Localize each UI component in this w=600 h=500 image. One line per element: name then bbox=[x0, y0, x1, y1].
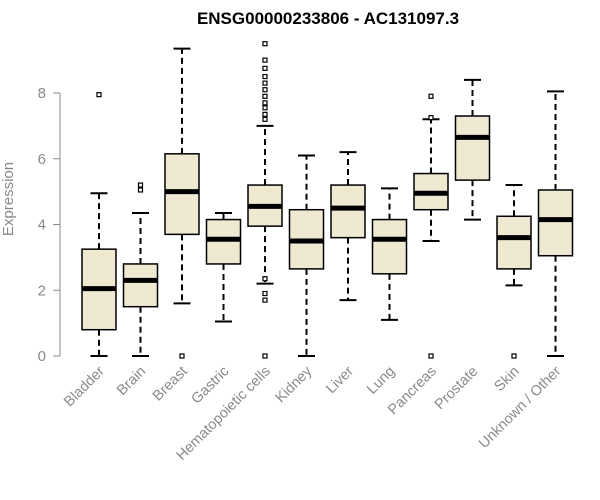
box-kidney bbox=[288, 154, 325, 357]
box-liver bbox=[330, 151, 366, 302]
y-tick-label: 8 bbox=[38, 85, 46, 102]
category-label: Kidney bbox=[273, 363, 316, 406]
outlier-point bbox=[262, 116, 268, 122]
box-gastric bbox=[205, 211, 242, 323]
outlier-point bbox=[511, 353, 517, 359]
outlier-point bbox=[262, 290, 268, 297]
outlier-point bbox=[262, 297, 268, 303]
outlier-point bbox=[262, 276, 268, 282]
box-breast bbox=[164, 47, 200, 359]
outlier-point bbox=[262, 105, 268, 111]
category-label: Skin bbox=[492, 364, 523, 395]
category-label: Liver bbox=[323, 363, 357, 397]
chart-title: ENSG00000233806 - AC131097.3 bbox=[197, 9, 459, 28]
outlier-point bbox=[262, 87, 268, 93]
outlier-point bbox=[262, 41, 268, 47]
box-unknown-other bbox=[537, 90, 574, 357]
outlier-point bbox=[262, 80, 268, 86]
category-label: Prostate bbox=[432, 364, 481, 413]
outlier-point bbox=[137, 187, 144, 193]
outlier-point bbox=[137, 182, 144, 188]
box-brain bbox=[122, 182, 159, 357]
iqr-box bbox=[122, 263, 159, 308]
iqr-box bbox=[496, 215, 532, 270]
y-axis: 0 2 4 6 8 bbox=[38, 85, 61, 365]
box-lung bbox=[371, 187, 408, 321]
box-skin bbox=[496, 184, 532, 359]
y-tick-label: 2 bbox=[38, 282, 46, 299]
y-tick-label: 4 bbox=[38, 217, 46, 234]
category-label: Breast bbox=[150, 364, 191, 405]
iqr-box bbox=[454, 115, 491, 181]
outlier-point bbox=[428, 93, 434, 99]
y-tick-label: 0 bbox=[38, 348, 46, 365]
category-label: Lung bbox=[364, 364, 398, 398]
iqr-box bbox=[537, 189, 574, 257]
y-axis-label: Expression bbox=[0, 162, 17, 236]
outlier-point bbox=[262, 57, 268, 63]
outlier-point bbox=[428, 115, 434, 121]
outlier-point bbox=[262, 111, 268, 117]
boxes bbox=[81, 41, 574, 359]
iqr-box bbox=[371, 218, 408, 275]
box-prostate bbox=[454, 78, 491, 221]
category-label: Bladder bbox=[61, 363, 108, 410]
box-hematopoietic-cells bbox=[247, 41, 283, 359]
outlier-point bbox=[428, 353, 434, 359]
box-pancreas bbox=[413, 93, 449, 359]
outlier-point bbox=[179, 353, 185, 359]
box-bladder bbox=[81, 92, 117, 357]
outlier-point bbox=[262, 353, 268, 359]
outlier-point bbox=[262, 73, 268, 80]
outlier-point bbox=[262, 65, 268, 71]
outlier-point bbox=[262, 100, 268, 106]
category-label: Brain bbox=[114, 364, 149, 399]
outlier-point bbox=[262, 93, 268, 99]
iqr-box bbox=[330, 184, 366, 239]
y-tick-label: 6 bbox=[38, 151, 46, 168]
outlier-point bbox=[96, 92, 102, 98]
